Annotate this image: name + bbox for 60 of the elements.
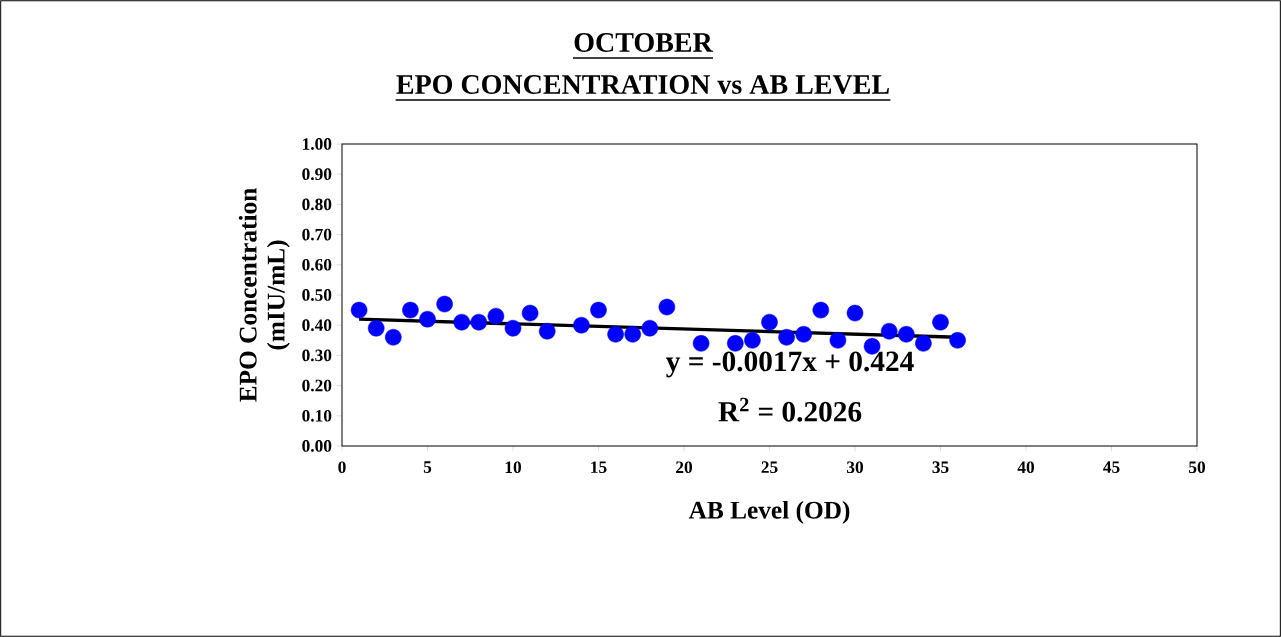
x-tick-label: 50 [1189,461,1206,474]
chart-title: OCTOBER [574,33,714,52]
point [590,301,607,319]
point [641,319,659,337]
point [487,307,505,325]
x-tick-label: 5 [423,461,432,473]
point [658,298,676,316]
y-tick-label: 0.40 [302,319,332,332]
point [504,319,522,337]
x-tick-label: 15 [591,461,607,473]
x-tick-label: 45 [1103,461,1120,473]
annotation: R$^{2}$ = 0.2026 [718,397,862,422]
point [727,335,744,352]
y-tick-label: 0.80 [302,198,332,211]
point [692,335,710,352]
y-tick-label: 0.50 [302,289,332,301]
x-tick-label: 25 [761,461,778,474]
point [915,335,932,352]
point [607,325,624,343]
x-axis-title: AB Level (OD) [688,500,850,524]
x-tick-label: 0 [338,461,346,474]
point [795,325,812,343]
point [898,325,915,343]
y-tick-label: 1.00 [303,138,332,150]
point [436,295,453,313]
point [829,332,847,349]
point [624,325,641,343]
point [744,332,761,349]
point [880,322,898,340]
x-tick-label: 10 [505,461,522,474]
x-tick-label: 40 [1017,461,1035,474]
point [538,322,556,340]
x-tick-label: 30 [846,461,864,474]
y-tick-label: 0.10 [302,409,332,422]
y-tick-label: 0.20 [302,379,332,392]
point [778,329,795,346]
annotation: y = -0.0017x + 0.424 [666,351,914,378]
point [385,329,402,346]
point [402,301,419,319]
x-tick-label: 20 [676,461,693,474]
chart-subtitle: EPO CONCENTRATION vs AB LEVEL [396,75,889,95]
point [949,332,966,349]
y-tick-label: 0.60 [302,258,332,271]
point [419,310,436,328]
point [846,304,864,322]
y-tick-label: 0.70 [302,228,332,241]
y-tick-label: 0.90 [302,168,332,181]
point [812,301,830,319]
point [470,313,488,331]
point [932,313,949,331]
point [367,319,385,337]
point [453,313,470,331]
y-axis-title: EPO Concentration (mIU/mL) [238,188,290,402]
y-tick-label: 0.00 [302,440,332,452]
x-tick-label: 35 [932,461,949,474]
y-tick-label: 0.30 [302,349,332,362]
point [350,301,368,319]
point [573,316,590,334]
point [761,313,778,331]
point [521,304,539,322]
